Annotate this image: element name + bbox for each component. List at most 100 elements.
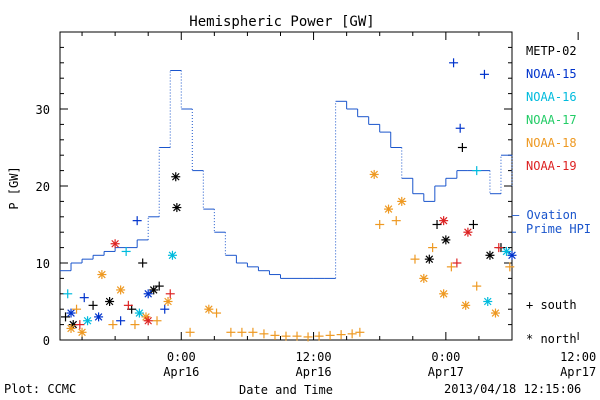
point-stroke: [486, 251, 494, 260]
point-noaa-18-south: [292, 331, 302, 341]
point-noaa-15-north: [143, 289, 153, 299]
point-stroke: [94, 313, 103, 321]
point-noaa-15-south: [479, 69, 489, 79]
point-metp-02-north: [149, 285, 159, 295]
point-stroke: [67, 309, 75, 317]
legend-item-noaa-16: NOAA-16: [526, 90, 577, 104]
point-stroke: [508, 251, 516, 260]
point-noaa-18-south: [472, 281, 482, 291]
legend-item-metp-02: METP-02: [526, 44, 577, 58]
point-noaa-15-south: [79, 293, 89, 303]
point-noaa-18-south: [303, 332, 313, 342]
y-tick-label: 20: [36, 180, 50, 194]
point-noaa-18-north: [490, 308, 500, 318]
point-noaa-18-south: [325, 330, 335, 340]
point-noaa-18-north: [419, 273, 429, 283]
point-metp-02-north: [171, 172, 181, 182]
point-noaa-18-south: [347, 329, 357, 339]
point-stroke: [78, 328, 86, 337]
point-noaa-19-south: [494, 243, 504, 253]
point-metp-02-north: [424, 254, 434, 264]
point-noaa-19-south: [123, 300, 133, 310]
point-noaa-18-south: [446, 262, 456, 272]
point-noaa-18-north: [397, 196, 407, 206]
point-noaa-18-south: [237, 327, 247, 337]
point-stroke: [135, 309, 144, 317]
point-noaa-15-north: [66, 308, 76, 318]
legend-item-noaa-18: NOAA-18: [526, 136, 577, 150]
point-noaa-18-north: [461, 300, 471, 310]
point-stroke: [105, 297, 114, 306]
point-stroke: [98, 270, 106, 279]
point-noaa-18-north: [163, 297, 173, 306]
point-noaa-16-south: [121, 246, 131, 256]
point-noaa-18-south: [355, 327, 365, 337]
point-stroke: [384, 205, 393, 213]
point-metp-02-south: [432, 220, 442, 229]
point-noaa-15-south: [455, 123, 465, 133]
point-noaa-18-south: [336, 330, 346, 340]
point-stroke: [144, 316, 152, 325]
point-noaa-18-north: [204, 304, 214, 314]
legend-item-noaa-19: NOAA-19: [526, 159, 577, 173]
point-noaa-16-south: [472, 166, 482, 176]
point-noaa-15-south: [160, 304, 170, 314]
point-stroke: [420, 274, 428, 283]
point-stroke: [464, 228, 472, 236]
point-noaa-16-north: [83, 316, 93, 326]
point-stroke: [168, 251, 177, 260]
point-noaa-18-south: [212, 308, 222, 318]
point-stroke: [144, 290, 152, 298]
point-stroke: [142, 313, 150, 321]
point-metp-02-north: [105, 297, 115, 306]
point-noaa-18-south: [410, 254, 420, 264]
legend-item-noaa-15: NOAA-15: [526, 67, 577, 81]
legend-ovation-label-1: — Ovation: [512, 208, 578, 222]
y-axis-title: P [GW]: [7, 166, 21, 209]
point-stroke: [171, 172, 180, 181]
point-noaa-18-south: [108, 320, 118, 330]
point-stroke: [483, 297, 492, 306]
point-noaa-15-north: [507, 250, 517, 260]
point-stroke: [67, 324, 75, 333]
point-metp-02-south: [138, 258, 148, 268]
point-noaa-19-north: [439, 216, 449, 226]
point-stroke: [425, 255, 434, 263]
point-stroke: [461, 301, 470, 310]
point-noaa-16-north: [167, 250, 177, 260]
point-stroke: [397, 197, 406, 206]
x-tick-label-time: 12:00: [560, 350, 596, 364]
point-noaa-18-south: [72, 304, 82, 314]
x-tick-label-date: Apr17: [560, 365, 596, 379]
x-axis-title: Date and Time: [239, 383, 333, 397]
point-metp-02-south: [61, 312, 71, 322]
point-metp-02-south: [88, 300, 98, 310]
point-noaa-16-north: [501, 246, 511, 256]
point-noaa-18-north: [97, 270, 107, 280]
point-stroke: [439, 290, 448, 298]
point-noaa-18-north: [116, 285, 126, 295]
point-stroke: [370, 170, 378, 179]
point-noaa-15-south: [132, 216, 142, 226]
point-noaa-18-south: [248, 327, 258, 337]
point-noaa-18-north: [369, 169, 379, 179]
x-tick-label-time: 0:00: [431, 350, 460, 364]
point-noaa-18-south: [130, 320, 140, 330]
point-noaa-15-south: [116, 316, 126, 326]
x-tick-label-time: 0:00: [167, 350, 196, 364]
point-noaa-19-south: [75, 320, 85, 330]
point-noaa-16-north: [134, 308, 144, 318]
point-noaa-18-north: [77, 327, 87, 337]
point-noaa-15-south: [449, 58, 459, 68]
point-noaa-18-south: [281, 331, 291, 341]
point-noaa-18-south: [152, 316, 162, 326]
point-metp-02-south: [468, 220, 478, 229]
point-noaa-18-south: [259, 329, 269, 339]
point-metp-02-south: [154, 281, 164, 291]
point-noaa-18-south: [391, 216, 401, 226]
y-tick-label: 10: [36, 257, 50, 271]
legend-north-symbol: * north: [526, 332, 577, 346]
y-tick-label: 0: [43, 334, 50, 348]
point-stroke: [116, 286, 125, 294]
